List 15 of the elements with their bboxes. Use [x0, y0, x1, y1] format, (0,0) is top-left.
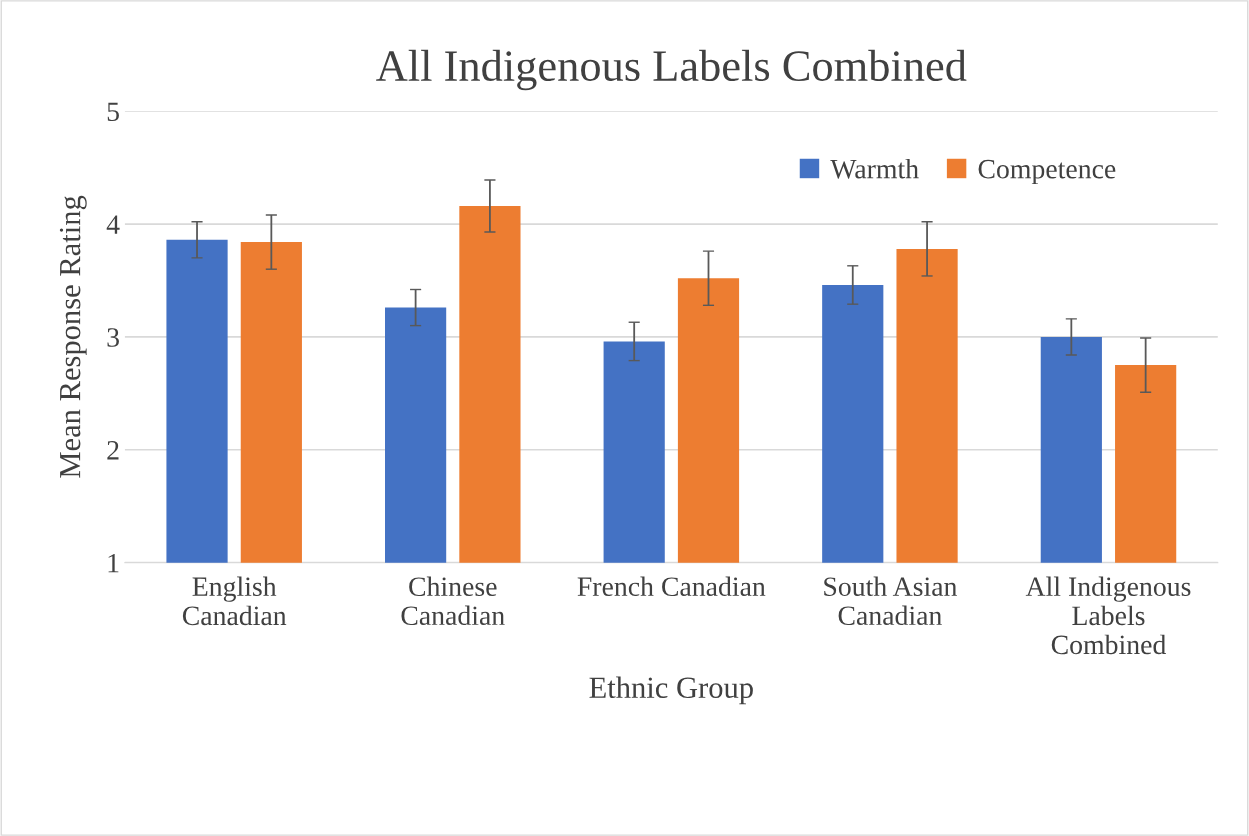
x-tick-label: South Asian Canadian [824, 576, 958, 626]
y-tick-label: 4 [106, 215, 120, 234]
legend-label: Warmth [830, 158, 919, 179]
y-axis-title: Mean Response Rating [59, 195, 87, 478]
y-tick-label: 2 [107, 441, 119, 460]
x-tick-label: All Indigenous Labels Combined [1025, 576, 1191, 655]
legend-label: Competence [978, 159, 1116, 185]
x-tick-label: English Canadian [182, 576, 287, 626]
y-tick-label: 1 [108, 553, 119, 573]
y-tick-label: 5 [107, 102, 119, 122]
chart-title: All Indigenous Labels Combined [376, 49, 967, 91]
x-tick-label: French Canadian [577, 576, 766, 597]
y-tick-label: 3 [107, 328, 119, 347]
x-tick-label: Chinese Canadian [401, 576, 505, 626]
x-axis-title: Ethnic Group [589, 676, 753, 705]
